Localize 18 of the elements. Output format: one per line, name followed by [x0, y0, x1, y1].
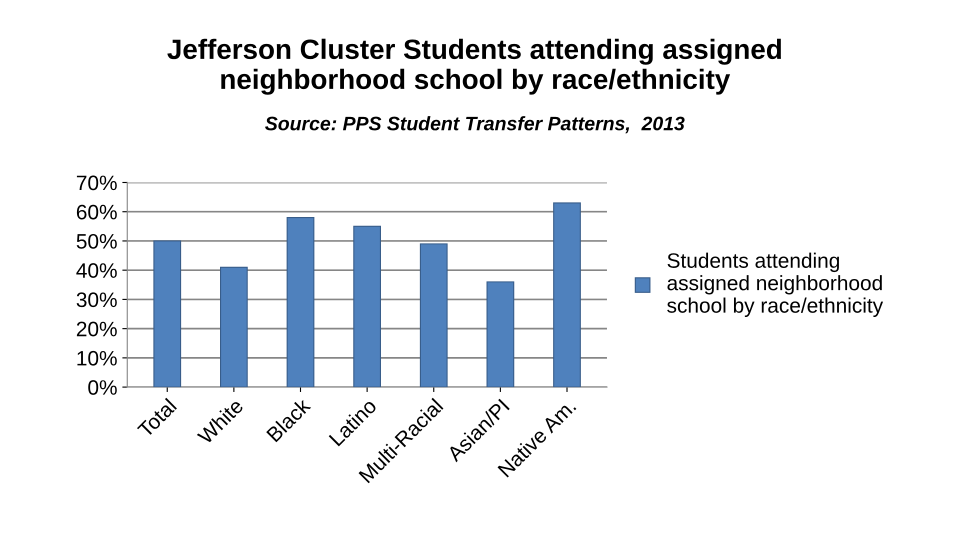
- chart-subtitle: Source: PPS Student Transfer Patterns, 2013: [265, 116, 685, 134]
- y-tick-label: 20%: [76, 322, 117, 336]
- chart-title: Jefferson Cluster Students attending assigned neighborhood school by race/ethnicity: [167, 38, 781, 95]
- bar: [220, 266, 248, 388]
- y-tick-label: 40%: [76, 263, 117, 278]
- y-tick-label: 0%: [88, 380, 117, 395]
- bar: [353, 226, 382, 388]
- bar: [486, 281, 514, 388]
- y-tick-label: 30%: [76, 292, 117, 308]
- bar: [153, 240, 182, 388]
- y-tick-label: 10%: [77, 350, 117, 366]
- y-tick-label: 70%: [76, 175, 117, 190]
- bar: [286, 217, 314, 388]
- y-tick-label: 50%: [76, 234, 117, 249]
- bar: [420, 243, 448, 388]
- bar: [553, 202, 581, 388]
- legend-label: Students attending assigned neighborhood school by race/ethnicity: [667, 252, 884, 317]
- y-tick-label: 60%: [76, 204, 117, 220]
